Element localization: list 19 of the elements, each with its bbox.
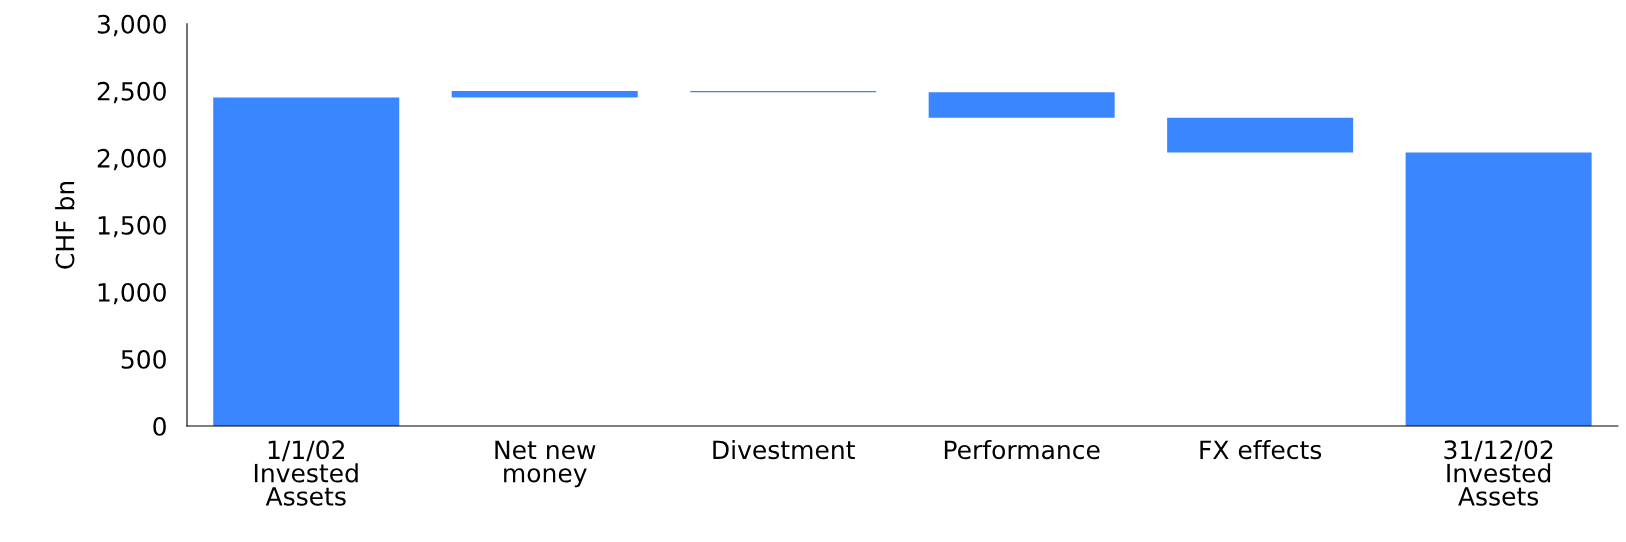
y-tick-label: 0 <box>153 416 166 436</box>
y-tick-label: 3,000 <box>97 14 166 37</box>
x-tick-label: Divestment <box>713 439 855 460</box>
bar <box>1405 152 1592 427</box>
bar <box>928 92 1115 118</box>
bar <box>1167 117 1354 153</box>
y-tick-label: 2,500 <box>97 81 166 104</box>
x-tick-label: Net new money <box>495 440 596 488</box>
x-tick-label: Performance <box>944 439 1100 460</box>
y-tick-label: 2,000 <box>97 148 166 171</box>
x-tick-label: 1/1/02 Invested Assets <box>254 440 358 506</box>
y-tick-label: 1,000 <box>98 282 166 305</box>
bar <box>213 97 400 427</box>
bar <box>451 90 638 98</box>
y-tick-label: 500 <box>121 349 166 369</box>
y-axis-title: CHF bn <box>55 181 75 269</box>
y-tick-label: 1,500 <box>98 215 166 238</box>
x-tick-label: FX effects <box>1200 439 1322 460</box>
x-tick-label: 31/12/02 Invested Assets <box>1444 440 1553 506</box>
